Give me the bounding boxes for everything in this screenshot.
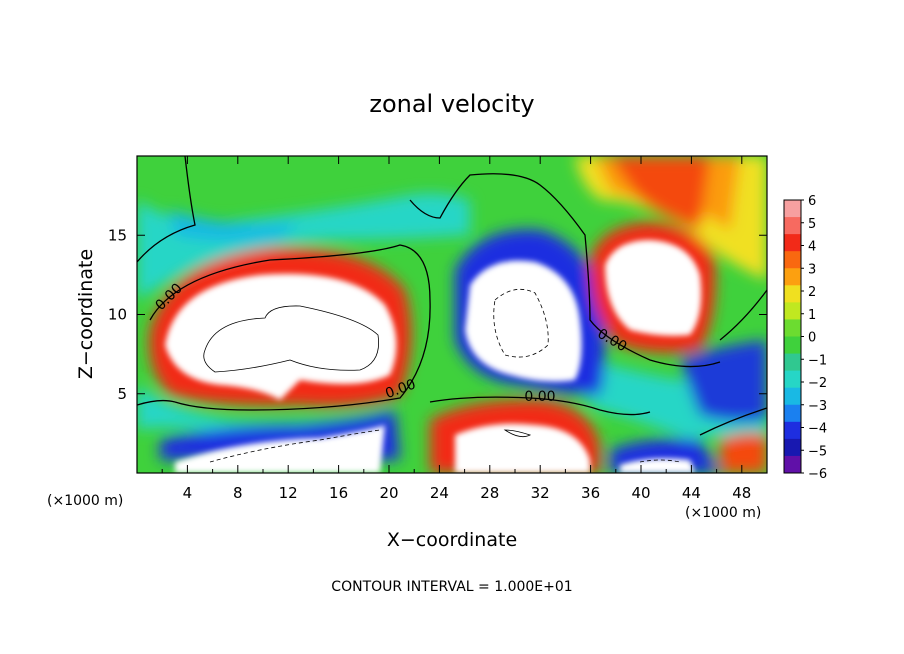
chart-title: zonal velocity	[369, 90, 534, 118]
y-axis-ticks: 5 10 15	[108, 226, 767, 403]
colorbar-swatch	[784, 455, 801, 474]
colorbar-swatch	[784, 353, 801, 372]
colorbar-tick-label: 2	[808, 285, 816, 300]
colorbar-swatch	[784, 370, 801, 389]
x-tick-label: 4	[183, 484, 193, 502]
velocity-field	[137, 156, 767, 473]
colorbar-swatch	[784, 404, 801, 423]
y-tick-label: 15	[108, 226, 127, 244]
y-tick-label: 5	[117, 385, 127, 403]
x-axis-label: X−coordinate	[387, 529, 517, 551]
colorbar-tick-label: 5	[808, 217, 816, 232]
colorbar-tick-label: 1	[808, 308, 816, 323]
colorbar-swatch	[784, 302, 801, 320]
x-tick-label: 24	[430, 484, 449, 502]
colorbar-tick-label: −2	[808, 376, 827, 391]
x-axis-ticks: 4 8 12 16 20 24 28 32 36 40 44 48	[161, 156, 751, 502]
colorbar-swatch	[784, 217, 801, 235]
colorbar-swatch	[784, 268, 801, 286]
colorbar-tick-label: −5	[808, 444, 827, 459]
colorbar-swatch	[784, 336, 801, 355]
colorbar: 6 5 4 3 2 1 0 −1 −2 −3 −4 −5 −6	[783, 194, 827, 482]
x-unit-label-right: (×1000 m)	[685, 505, 761, 521]
colorbar-tick-label: −4	[808, 422, 827, 437]
x-tick-label: 32	[531, 484, 550, 502]
x-tick-label: 44	[682, 484, 701, 502]
colorbar-tick-label: 3	[808, 262, 816, 277]
colorbar-tick-label: −6	[808, 467, 827, 482]
colorbar-swatch	[784, 438, 801, 457]
colorbar-swatch	[784, 251, 801, 269]
colorbar-swatch	[784, 421, 801, 440]
x-tick-label: 48	[732, 484, 751, 502]
x-tick-label: 16	[329, 484, 348, 502]
x-tick-label: 40	[631, 484, 650, 502]
colorbar-swatch	[784, 387, 801, 406]
colorbar-tick-label: −1	[808, 353, 827, 368]
y-axis-label: Z−coordinate	[75, 249, 97, 379]
contour-label: 0.00	[524, 389, 555, 405]
colorbar-tick-label: 6	[808, 194, 816, 209]
y-tick-label: 10	[108, 306, 127, 324]
contour-interval-note: CONTOUR INTERVAL = 1.000E+01	[331, 579, 572, 595]
x-tick-label: 36	[581, 484, 600, 502]
x-tick-label: 8	[233, 484, 243, 502]
x-tick-label: 20	[379, 484, 398, 502]
colorbar-swatch	[784, 234, 801, 252]
colorbar-tick-label: 0	[808, 331, 816, 346]
colorbar-swatch	[784, 285, 801, 303]
x-unit-label-left: (×1000 m)	[47, 493, 123, 509]
x-tick-label: 28	[480, 484, 499, 502]
colorbar-tick-label: −3	[808, 399, 827, 414]
colorbar-swatch	[784, 319, 801, 337]
colorbar-swatch	[784, 200, 801, 218]
x-tick-label: 12	[279, 484, 298, 502]
colorbar-tick-label: 4	[808, 240, 816, 255]
